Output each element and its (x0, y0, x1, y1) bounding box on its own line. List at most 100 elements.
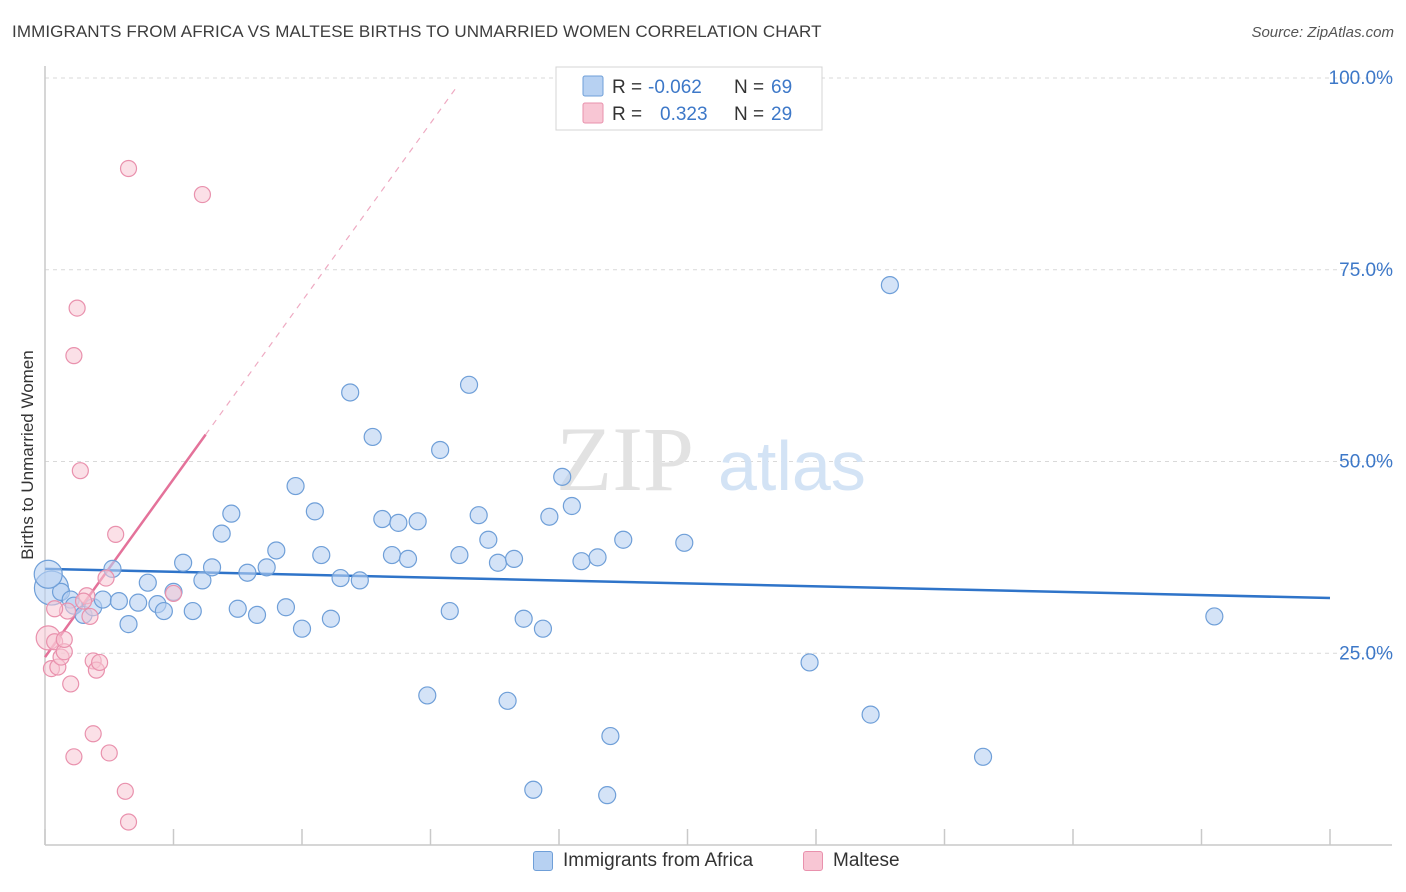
series-legend: Immigrants from Africa Maltese (0, 850, 1406, 880)
point-maltese (116, 782, 134, 800)
point-africa (450, 545, 469, 565)
point-maltese (97, 569, 115, 587)
point-africa (418, 686, 437, 705)
legend-n-label-maltese: N = (734, 104, 769, 125)
legend-swatch-maltese (582, 102, 604, 124)
point-africa (601, 726, 620, 746)
point-africa (861, 705, 880, 724)
point-africa (562, 496, 581, 516)
trend-line-africa (44, 567, 1331, 600)
series-legend-item-maltese[interactable]: Maltese (803, 850, 900, 872)
legend-r-label-maltese: R = (612, 104, 647, 125)
point-maltese (119, 813, 138, 831)
point-africa (524, 780, 543, 799)
point-maltese (84, 725, 102, 743)
point-africa (614, 530, 633, 549)
point-maltese (193, 185, 212, 204)
point-africa (228, 599, 247, 618)
watermark: ZIP atlas (556, 408, 866, 510)
legend-swatch-africa (582, 75, 604, 97)
point-africa (138, 573, 157, 592)
series-swatch-africa (533, 851, 553, 871)
point-africa (588, 548, 607, 567)
point-africa (533, 619, 553, 638)
series-legend-label-africa: Immigrants from Africa (563, 850, 754, 871)
y-tick-labels: 25.0% 50.0% 75.0% 100.0% (1329, 68, 1394, 664)
point-maltese (107, 525, 125, 543)
point-maltese (91, 653, 109, 672)
point-africa (498, 691, 517, 710)
y-axis-label: Births to Unmarried Women (18, 350, 37, 559)
point-africa (469, 506, 488, 525)
axes (44, 66, 1392, 846)
svg-text:R = 0.323 N =: R = 0.323 N = 29 (612, 104, 792, 125)
series-legend-label-maltese: Maltese (833, 850, 900, 871)
point-maltese (81, 607, 99, 626)
point-maltese (164, 584, 183, 603)
series-swatch-maltese (803, 851, 823, 871)
legend-r-value-maltese: 0.323 (660, 104, 708, 125)
point-africa (598, 786, 617, 805)
trend-lines (43, 87, 1331, 658)
point-africa (973, 747, 993, 766)
series-legend-item-africa[interactable]: Immigrants from Africa (533, 850, 753, 872)
point-africa (183, 601, 202, 621)
point-africa (174, 553, 193, 572)
point-africa (321, 609, 341, 628)
point-maltese (68, 299, 86, 317)
point-africa (504, 549, 524, 569)
source-label: Source: ZipAtlas.com (1251, 24, 1394, 41)
point-africa (431, 440, 450, 460)
point-africa (222, 504, 241, 523)
point-africa (479, 530, 498, 549)
grid-lines (45, 77, 1392, 654)
watermark-zip: ZIP (556, 408, 694, 510)
point-africa (238, 563, 257, 582)
point-africa (1205, 607, 1224, 626)
point-africa (675, 533, 694, 552)
point-africa (312, 545, 331, 565)
point-africa (488, 553, 508, 572)
legend-r-label-africa: R = (612, 77, 647, 98)
point-maltese (100, 744, 118, 762)
point-africa (880, 275, 899, 295)
point-africa (93, 590, 112, 609)
point-maltese (55, 630, 73, 649)
data-points (33, 159, 1224, 831)
point-africa (373, 509, 392, 529)
point-africa (154, 601, 173, 621)
point-africa (572, 552, 591, 571)
point-africa (408, 512, 427, 531)
y-tick-label-3: 100.0% (1329, 68, 1394, 89)
point-africa (363, 427, 382, 447)
point-africa (350, 571, 369, 590)
point-africa (389, 513, 408, 532)
point-africa (440, 601, 459, 621)
point-africa (292, 619, 312, 638)
y-tick-label-1: 50.0% (1339, 452, 1393, 473)
point-africa (193, 571, 212, 590)
point-maltese (71, 462, 89, 480)
point-africa (341, 383, 360, 402)
point-africa (553, 467, 572, 486)
point-africa (247, 605, 267, 625)
point-maltese (46, 600, 64, 618)
legend-n-value-maltese: 29 (771, 104, 792, 125)
point-africa (800, 653, 819, 672)
watermark-atlas: atlas (718, 427, 866, 505)
trend-line-maltese (43, 433, 207, 658)
point-africa (459, 375, 479, 394)
y-tick-label-2: 75.0% (1339, 260, 1393, 281)
svg-text:R = -0.062 N =: R = -0.062 N = 69 (612, 77, 792, 98)
point-maltese (119, 159, 138, 178)
legend-n-label-africa: N = (734, 77, 769, 98)
y-tick-label-0: 25.0% (1339, 643, 1393, 664)
point-africa (267, 541, 286, 560)
chart-title: IMMIGRANTS FROM AFRICA VS MALTESE BIRTHS… (12, 22, 822, 41)
point-africa (540, 507, 559, 526)
legend-r-value-africa: -0.062 (648, 77, 702, 98)
point-africa (119, 615, 138, 634)
point-africa (331, 568, 350, 588)
point-africa (276, 598, 296, 617)
point-maltese (74, 592, 93, 610)
